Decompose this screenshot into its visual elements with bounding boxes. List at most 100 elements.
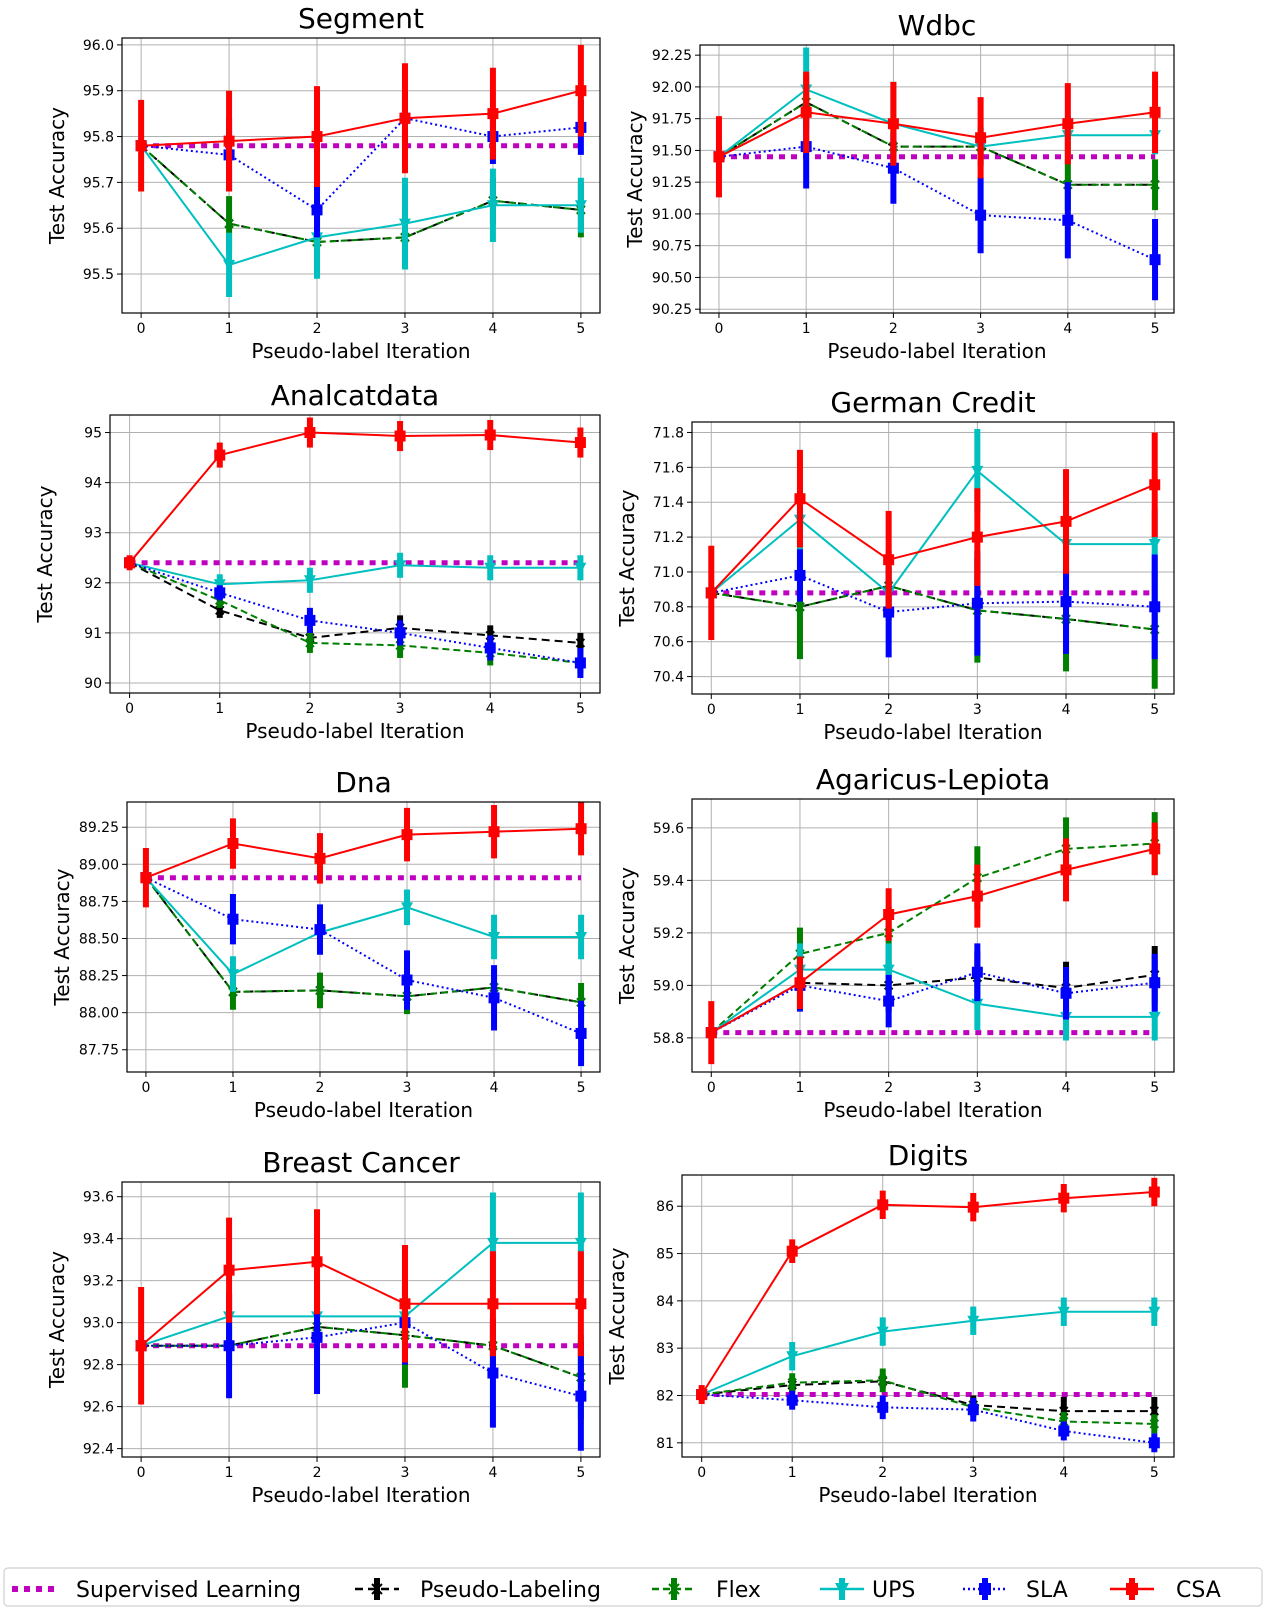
x-tick-label: 5 [1150, 1465, 1159, 1481]
data-point [574, 200, 587, 212]
data-point [787, 1378, 797, 1388]
data-point [394, 560, 407, 572]
data-point [1058, 1425, 1070, 1437]
legend-label: Supervised Learning [76, 1578, 301, 1603]
x-tick-label: 1 [225, 321, 234, 337]
series-line [141, 1325, 582, 1379]
x-tick-label: 0 [125, 701, 134, 717]
x-tick-label: 4 [488, 321, 497, 337]
x-tick-label: 3 [401, 1465, 410, 1481]
y-tick-label: 83 [656, 1341, 674, 1357]
series-line [145, 876, 582, 1035]
chart-title: Breast Cancer [262, 1146, 460, 1179]
legend: Supervised Learning Pseudo-Labeling Flex UP… [3, 1567, 1263, 1607]
x-tick-label: 2 [305, 701, 314, 717]
x-tick-label: 0 [707, 702, 716, 718]
plot-frame [121, 1181, 601, 1458]
data-point [394, 627, 406, 639]
x-tick-label: 1 [796, 1080, 805, 1096]
legend-box [3, 1567, 1263, 1607]
data-point [877, 1401, 889, 1413]
legend-item: CSA [1110, 1578, 1221, 1603]
series-sla [140, 872, 587, 1067]
x-tick-label: 4 [1063, 321, 1072, 337]
y-tick-label: 59.2 [653, 926, 684, 942]
legend-marker [835, 1583, 849, 1596]
data-point [971, 998, 984, 1010]
y-tick-label: 89.25 [79, 820, 119, 836]
y-tick-label: 88.00 [79, 1006, 119, 1022]
data-point [575, 1027, 587, 1039]
chart-title: German Credit [830, 386, 1035, 419]
data-point [303, 575, 316, 587]
x-tick-label: 3 [403, 1080, 412, 1096]
data-point [487, 1298, 499, 1310]
data-point [399, 112, 411, 124]
y-tick-label: 95.9 [83, 84, 114, 100]
series-sla [705, 549, 1161, 660]
y-tick-label: 88.50 [79, 931, 119, 947]
x-tick-label: 3 [396, 701, 405, 717]
data-point [484, 429, 496, 441]
y-axis-label: Test Accuracy [45, 107, 69, 245]
x-tick-label: 1 [788, 1465, 797, 1481]
data-point [1149, 254, 1161, 266]
data-point [486, 1237, 499, 1249]
y-tick-label: 93.0 [83, 1316, 114, 1332]
data-point [575, 1298, 587, 1310]
legend-label: CSA [1176, 1578, 1221, 1603]
series-csa [135, 44, 587, 192]
data-point [1057, 1306, 1070, 1318]
data-point [1060, 596, 1072, 608]
data-point [574, 1237, 587, 1249]
y-tick-label: 59.0 [653, 978, 684, 994]
data-point [314, 852, 326, 864]
data-point [877, 1199, 889, 1211]
data-point [971, 890, 983, 902]
series-line [129, 561, 581, 586]
x-tick-label: 4 [1059, 1465, 1068, 1481]
x-tick-label: 2 [313, 1465, 322, 1481]
plot-frame [121, 37, 601, 314]
y-axis-label: Test Accuracy [45, 1251, 69, 1389]
data-point [135, 140, 147, 152]
legend-label: Pseudo-Labeling [420, 1578, 601, 1603]
series-csa [140, 802, 587, 908]
y-tick-label: 84 [656, 1294, 674, 1310]
y-tick-label: 58.8 [653, 1031, 684, 1047]
x-tick-label: 5 [1150, 1080, 1159, 1096]
y-tick-label: 88.25 [79, 969, 119, 985]
series-sla [124, 557, 586, 678]
y-tick-label: 71.0 [653, 565, 684, 581]
chart-panel: 0 1 2 3 4 5 92.4 92.6 92.8 93.0 93.2 93.4 93.6 Breast… [45, 1146, 601, 1507]
series-line [141, 1325, 582, 1379]
legend-label: Flex [716, 1578, 761, 1603]
x-tick-label: 3 [969, 1465, 978, 1481]
data-point [971, 966, 983, 978]
data-point [971, 465, 984, 477]
legend-item: UPS [820, 1578, 915, 1603]
data-point [311, 204, 323, 216]
x-tick-label: 4 [486, 701, 495, 717]
legend-marker [1126, 1583, 1138, 1595]
series-flex [714, 76, 1160, 211]
data-point [1062, 214, 1074, 226]
x-tick-label: 5 [577, 1080, 586, 1096]
data-point [887, 162, 899, 174]
data-point [1148, 1437, 1160, 1449]
data-point [487, 108, 499, 120]
chart-panel: 0 1 2 3 4 5 58.8 59.0 59.2 59.4 59.6 Agaricus-Lepio… [615, 763, 1175, 1122]
series-line [710, 973, 1155, 1034]
x-tick-label: 4 [1062, 1080, 1071, 1096]
x-axis-label: Pseudo-label Iteration [245, 719, 464, 743]
data-point [1149, 106, 1161, 118]
legend-marker [979, 1583, 991, 1595]
y-tick-label: 91.50 [652, 143, 692, 159]
series-line [701, 1393, 1155, 1444]
chart-panel: 0 1 2 3 4 5 81 82 83 84 85 86 Digits Pseudo-label Ite… [605, 1139, 1175, 1507]
data-point [488, 826, 500, 838]
legend-item: Flex [652, 1578, 761, 1603]
legend-marker [371, 1583, 383, 1595]
series-pseudo-labeling [696, 1374, 1160, 1426]
y-tick-label: 95.8 [83, 130, 114, 146]
